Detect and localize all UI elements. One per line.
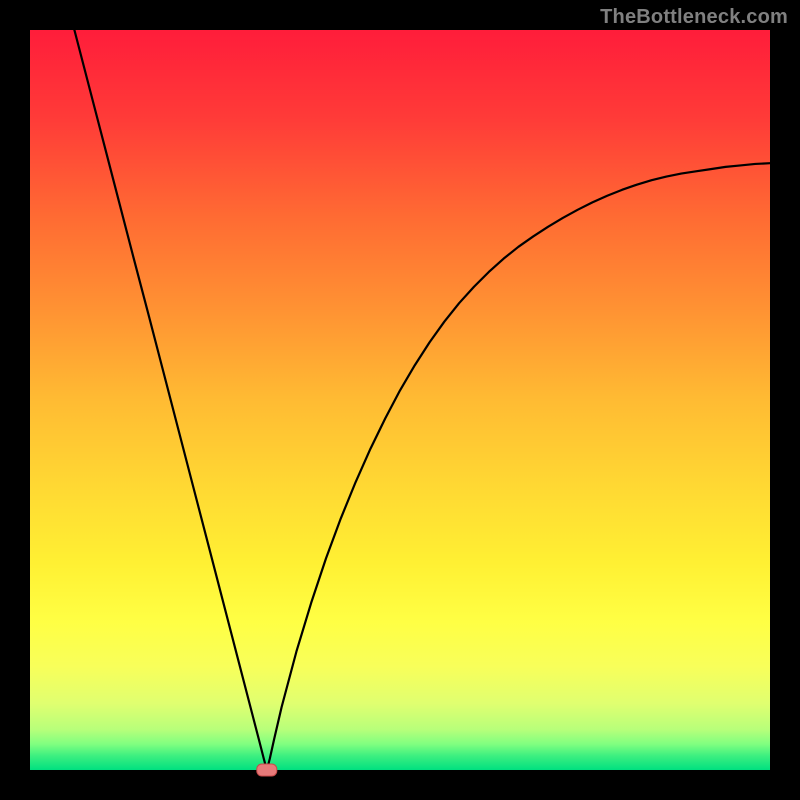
watermark-text: TheBottleneck.com [600,6,788,29]
bottleneck-chart [0,0,800,800]
optimal-point-marker [257,764,277,776]
chart-container: TheBottleneck.com [0,0,800,800]
chart-background-gradient [30,30,770,770]
